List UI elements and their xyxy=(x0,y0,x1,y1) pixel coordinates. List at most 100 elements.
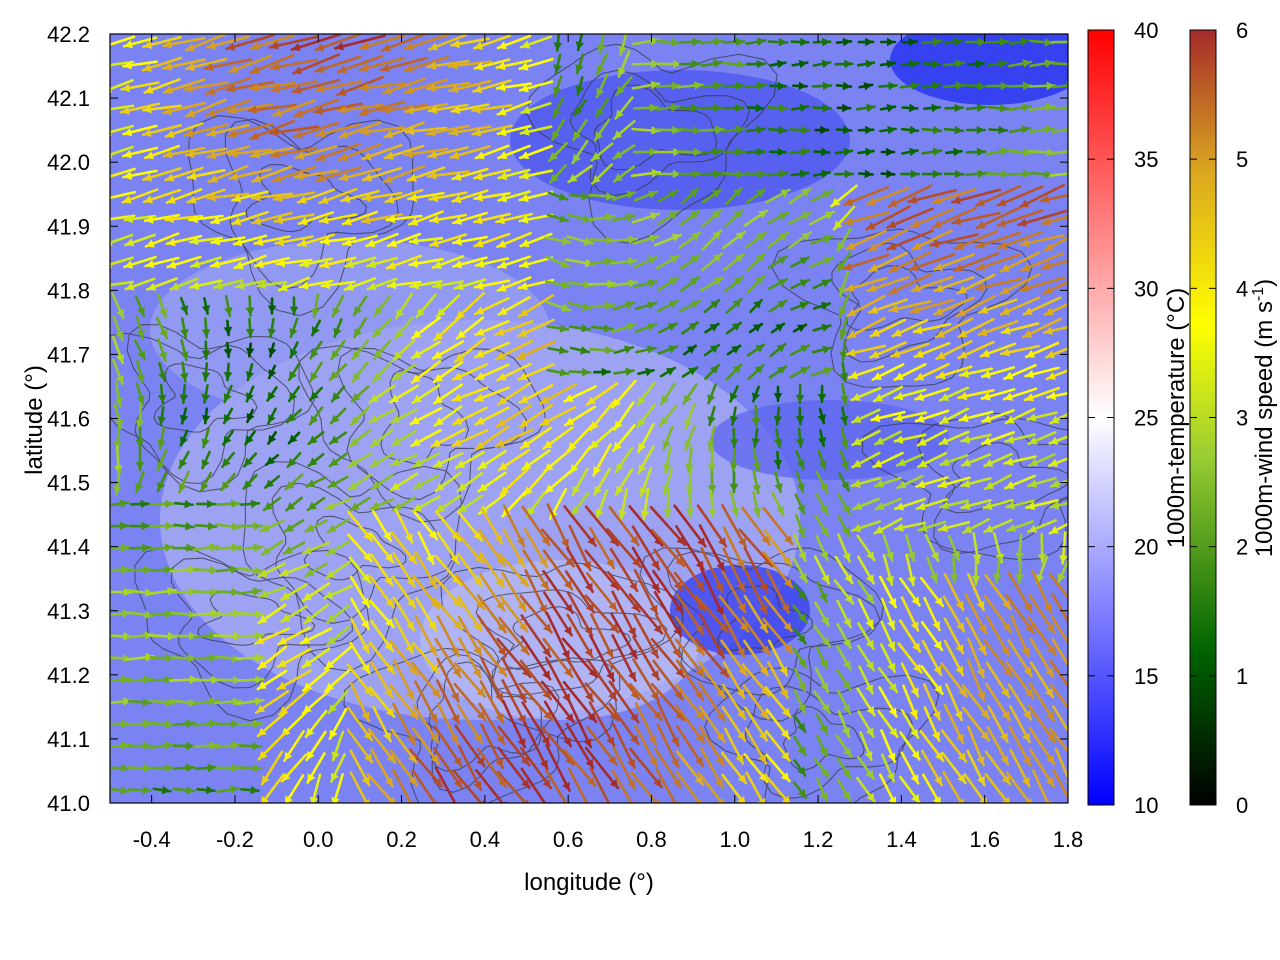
wind-arrow xyxy=(124,233,156,247)
wind-arrow xyxy=(425,124,471,137)
wind-arrow-head xyxy=(291,43,301,52)
wind-arrow-head xyxy=(1044,169,1053,179)
wind-arrow-shaft xyxy=(1050,150,1068,155)
wind-arrow xyxy=(544,236,572,246)
wind-arrow xyxy=(980,388,1016,401)
wind-arrow xyxy=(388,384,420,404)
wind-arrow-head xyxy=(914,349,924,358)
wind-arrow xyxy=(201,384,211,404)
wind-arrow xyxy=(518,190,554,203)
wind-arrow xyxy=(790,37,810,47)
wind-arrow xyxy=(836,227,852,253)
wind-arrow xyxy=(350,385,370,403)
wind-arrow-head xyxy=(1067,103,1068,110)
wind-arrow-head xyxy=(114,465,123,474)
wind-arrow-head xyxy=(254,237,264,247)
terrain-contour-line xyxy=(242,460,462,672)
wind-arrow-head xyxy=(755,253,765,263)
x-tick-label: 0.8 xyxy=(636,827,667,852)
wind-arrow-head xyxy=(410,281,419,290)
wind-arrow-head xyxy=(911,305,920,314)
wind-arrow xyxy=(681,366,699,378)
wind-arrow xyxy=(887,272,933,296)
wind-arrow-head xyxy=(385,195,395,204)
wind-arrow-head xyxy=(1028,436,1038,445)
wind-arrow xyxy=(520,102,552,115)
wind-arrow xyxy=(615,76,633,96)
wind-arrow xyxy=(978,298,1018,314)
wind-arrow-head xyxy=(871,328,881,337)
wind-arrow xyxy=(636,403,656,429)
wind-arrow-head xyxy=(690,300,700,309)
wind-arrow-head xyxy=(518,372,528,381)
wind-arrow-head xyxy=(975,283,985,292)
wind-arrow xyxy=(913,341,951,359)
wind-speed-colorbar-tick-label: 0 xyxy=(1236,793,1248,818)
wind-arrow-head xyxy=(821,59,831,69)
wind-arrow xyxy=(975,206,1021,230)
wind-arrow-head xyxy=(978,328,988,337)
wind-arrow xyxy=(337,143,383,161)
wind-arrow-head xyxy=(359,107,369,117)
wind-arrow-head xyxy=(145,151,155,160)
wind-arrow-head xyxy=(614,173,624,182)
wind-arrow-head xyxy=(799,169,809,179)
wind-arrow-head xyxy=(298,238,307,248)
wind-arrow xyxy=(595,52,609,76)
wind-arrow xyxy=(846,316,886,340)
wind-arrow-shaft xyxy=(1017,209,1067,227)
wind-arrow xyxy=(703,298,721,314)
wind-arrow-head xyxy=(519,281,528,291)
wind-arrow xyxy=(496,276,532,292)
wind-arrow xyxy=(314,80,362,94)
wind-arrow xyxy=(632,234,660,245)
wind-arrow-head xyxy=(412,394,422,403)
wind-arrow-head xyxy=(143,63,152,72)
wind-arrow-head xyxy=(936,329,945,338)
wind-arrow xyxy=(186,169,226,181)
wind-arrow xyxy=(729,406,739,426)
y-tick-label: 42.2 xyxy=(47,22,90,47)
wind-arrow xyxy=(358,34,406,51)
wind-arrow xyxy=(1007,59,1033,68)
wind-arrow xyxy=(408,236,444,246)
wind-arrow-head xyxy=(595,131,603,141)
wind-arrow-head xyxy=(757,81,766,91)
wind-arrow xyxy=(590,163,614,185)
wind-arrow-head xyxy=(730,392,738,402)
wind-arrow xyxy=(892,411,928,422)
wind-arrow xyxy=(914,409,950,423)
wind-arrow-head xyxy=(909,147,918,157)
wind-arrow-head xyxy=(958,329,968,338)
wind-arrow-head xyxy=(894,372,904,380)
wind-arrow xyxy=(120,81,160,93)
wind-arrow xyxy=(932,253,976,271)
wind-arrow-head xyxy=(612,398,621,408)
wind-arrow-head xyxy=(273,108,283,117)
wind-arrow-shaft xyxy=(1051,61,1068,66)
wind-arrow-head xyxy=(123,128,133,137)
wind-arrow-head xyxy=(268,414,276,424)
wind-arrow-head xyxy=(144,85,154,94)
wind-arrow xyxy=(190,256,222,269)
wind-arrow-head xyxy=(289,392,298,401)
wind-arrow-head xyxy=(715,125,724,135)
wind-arrow-head xyxy=(934,284,944,293)
wind-arrow xyxy=(368,408,396,424)
wind-arrow xyxy=(1029,38,1055,47)
wind-arrow-head xyxy=(957,285,967,294)
wind-arrow xyxy=(352,317,368,339)
wind-arrow-head xyxy=(886,37,895,47)
wind-speed-label-superscript: -1 xyxy=(1250,287,1267,301)
wind-arrow-head xyxy=(455,282,464,291)
wind-arrow xyxy=(701,188,723,204)
wind-arrow-shaft xyxy=(336,76,384,96)
wind-arrow xyxy=(256,280,288,290)
wind-arrow xyxy=(958,367,994,378)
wind-arrow-head xyxy=(821,169,830,179)
wind-arrow xyxy=(473,341,511,359)
wind-arrow xyxy=(922,103,942,113)
wind-arrow xyxy=(496,124,532,137)
wind-arrow-head xyxy=(671,233,681,242)
wind-arrow-head xyxy=(224,307,233,316)
